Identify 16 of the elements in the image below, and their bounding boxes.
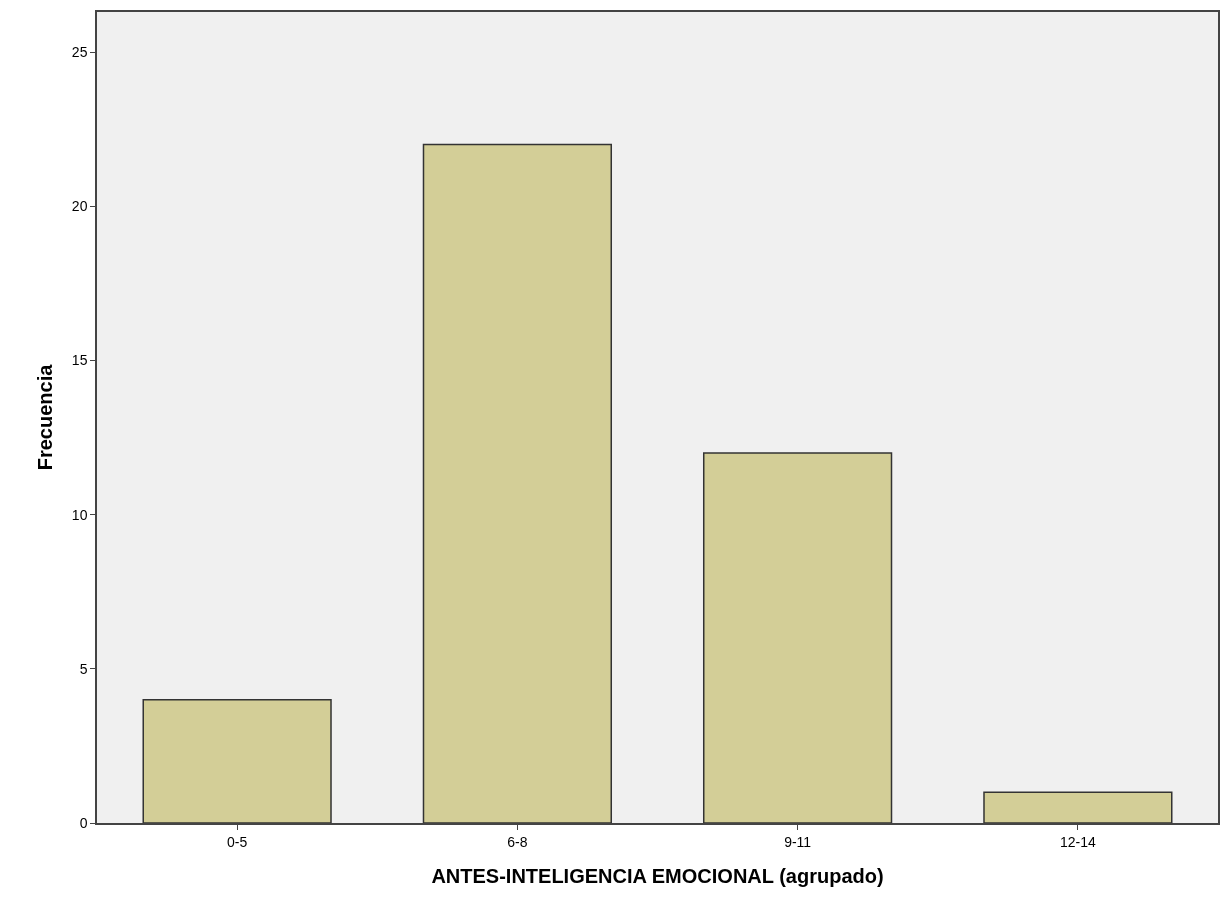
y-tick-label: 15: [71, 352, 88, 369]
y-tick-label: 25: [71, 43, 88, 60]
y-tick-label: 10: [71, 506, 88, 523]
bar: [142, 698, 332, 823]
y-tick-label: 20: [71, 198, 88, 215]
x-tick-label: 6-8: [507, 833, 528, 850]
y-tick-label: 5: [79, 660, 88, 677]
y-axis-title: Frecuencia: [33, 363, 56, 471]
bar: [422, 143, 613, 823]
x-tick-label: 12-14: [1059, 833, 1096, 850]
x-tick-label: 0-5: [227, 833, 248, 850]
bar: [983, 791, 1173, 823]
y-tick-label: 0: [79, 814, 88, 831]
x-tick-label: 9-11: [784, 833, 812, 850]
bar: [702, 452, 893, 823]
x-axis-title: ANTES-INTELIGENCIA EMOCIONAL (agrupado): [431, 864, 884, 887]
